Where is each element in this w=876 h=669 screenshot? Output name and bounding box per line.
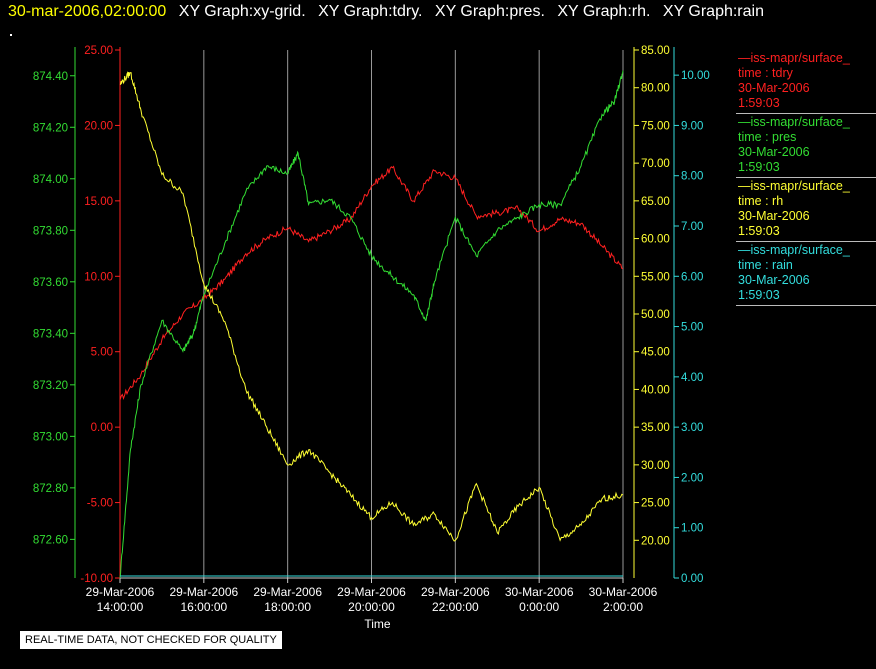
y-tick-label-pres: 873.20 [33,380,68,392]
legend-var-pres: time : pres [738,130,797,144]
series-line-tdry [119,165,624,401]
legend-name-rh: —iss-mapr/surface_ [738,179,850,193]
y-tick-label-rain: 0.00 [681,573,703,585]
y-tick-label-rain: 10.00 [681,70,710,82]
legend-entry-rh: —iss-mapr/surface_ time : rh 30-Mar-2006… [736,178,876,242]
y-tick-label-rain: 7.00 [681,221,703,233]
y-tick-label-rain: 5.00 [681,322,703,334]
y-tick-label-tdry: -10.00 [80,573,113,585]
header-title-xy-grid: XY Graph:xy-grid. [178,3,306,20]
y-tick-label-pres: 873.00 [33,431,68,443]
y-tick-label-rh: 65.00 [641,196,670,208]
y-tick-label-pres: 872.80 [33,483,68,495]
x-tick-label-date: 30-Mar-2006 [589,585,658,599]
legend-entry-tdry: —iss-mapr/surface_ time : tdry 30-Mar-20… [736,50,876,114]
y-tick-label-rh: 50.00 [641,309,670,321]
y-tick-label-rain: 1.00 [681,523,703,535]
y-tick-label-rain: 2.00 [681,472,703,484]
x-tick-label-time: 20:00:00 [348,600,395,614]
x-tick-label-date: 29-Mar-2006 [337,585,406,599]
x-axis-label: Time [364,617,391,631]
legend-date-rain: 30-Mar-2006 [738,273,810,287]
y-tick-label-rain: 4.00 [681,372,703,384]
header-title-pres: XY Graph:pres. [434,3,545,20]
y-tick-label-rh: 55.00 [641,271,670,283]
y-tick-label-pres: 874.40 [33,71,68,83]
x-tick-label-time: 0:00:00 [519,600,559,614]
header-title-rh: XY Graph:rh. [557,3,651,20]
legend-name-pres: —iss-mapr/surface_ [738,115,850,129]
legend-entry-pres: —iss-mapr/surface_ time : pres 30-Mar-20… [736,114,876,178]
y-tick-label-pres: 874.20 [33,122,68,134]
series-line-pres [119,70,624,579]
y-tick-label-rh: 80.00 [641,83,670,95]
legend-date-rh: 30-Mar-2006 [738,209,810,223]
legend-time-rain: 1:59:03 [738,288,780,302]
y-tick-label-rain: 6.00 [681,271,703,283]
header: 30-mar-2006,02:00:00 XY Graph:xy-grid. X… [8,3,764,21]
y-tick-label-rh: 45.00 [641,347,670,359]
x-tick-label-time: 22:00:00 [432,600,479,614]
y-tick-label-rain: 3.00 [681,422,703,434]
y-tick-label-rh: 75.00 [641,120,670,132]
y-tick-label-tdry: 20.00 [84,120,113,132]
y-tick-label-pres: 873.80 [33,225,68,237]
legend-var-rh: time : rh [738,194,784,208]
legend-var-rain: time : rain [738,258,793,272]
y-tick-label-rh: 85.00 [641,45,670,57]
header-dot [10,34,12,36]
x-tick-label-date: 29-Mar-2006 [253,585,322,599]
x-tick-label-date: 29-Mar-2006 [169,585,238,599]
legend-time-pres: 1:59:03 [738,160,780,174]
x-tick-label-time: 16:00:00 [180,600,227,614]
y-tick-label-rh: 35.00 [641,422,670,434]
series-line-rh [119,71,624,542]
y-tick-label-tdry: 0.00 [91,422,113,434]
legend-date-pres: 30-Mar-2006 [738,145,810,159]
legend-name-tdry: —iss-mapr/surface_ [738,51,850,65]
header-title-rain: XY Graph:rain [662,3,764,20]
x-tick-label-date: 29-Mar-2006 [421,585,490,599]
y-tick-label-rh: 25.00 [641,498,670,510]
y-tick-label-rh: 20.00 [641,535,670,547]
y-tick-label-tdry: 25.00 [84,45,113,57]
y-tick-label-pres: 874.00 [33,174,68,186]
x-tick-label-date: 30-Mar-2006 [505,585,574,599]
y-tick-label-pres: 872.60 [33,534,68,546]
x-tick-label-time: 18:00:00 [264,600,311,614]
header-title-tdry: XY Graph:tdry. [318,3,423,20]
y-tick-label-rh: 60.00 [641,234,670,246]
y-tick-label-tdry: 5.00 [91,347,113,359]
legend-entry-rain: —iss-mapr/surface_ time : rain 30-Mar-20… [736,242,876,306]
legend: —iss-mapr/surface_ time : tdry 30-Mar-20… [736,50,876,306]
y-tick-label-tdry: 10.00 [84,271,113,283]
legend-time-tdry: 1:59:03 [738,96,780,110]
header-timestamp: 30-mar-2006,02:00:00 [8,3,167,20]
y-tick-label-pres: 873.40 [33,328,68,340]
x-tick-label-time: 14:00:00 [97,600,144,614]
y-tick-label-rain: 8.00 [681,171,703,183]
legend-time-rh: 1:59:03 [738,224,780,238]
y-tick-label-pres: 873.60 [33,277,68,289]
y-tick-label-rh: 70.00 [641,158,670,170]
y-tick-label-rh: 40.00 [641,384,670,396]
y-tick-label-rh: 30.00 [641,460,670,472]
y-tick-label-tdry: -5.00 [87,498,113,510]
y-tick-label-tdry: 15.00 [84,196,113,208]
legend-date-tdry: 30-Mar-2006 [738,81,810,95]
x-tick-label-time: 2:00:00 [603,600,643,614]
x-tick-label-date: 29-Mar-2006 [86,585,155,599]
legend-name-rain: —iss-mapr/surface_ [738,243,850,257]
legend-var-tdry: time : tdry [738,66,793,80]
y-tick-label-rain: 9.00 [681,120,703,132]
quality-note: REAL-TIME DATA, NOT CHECKED FOR QUALITY [20,631,282,649]
